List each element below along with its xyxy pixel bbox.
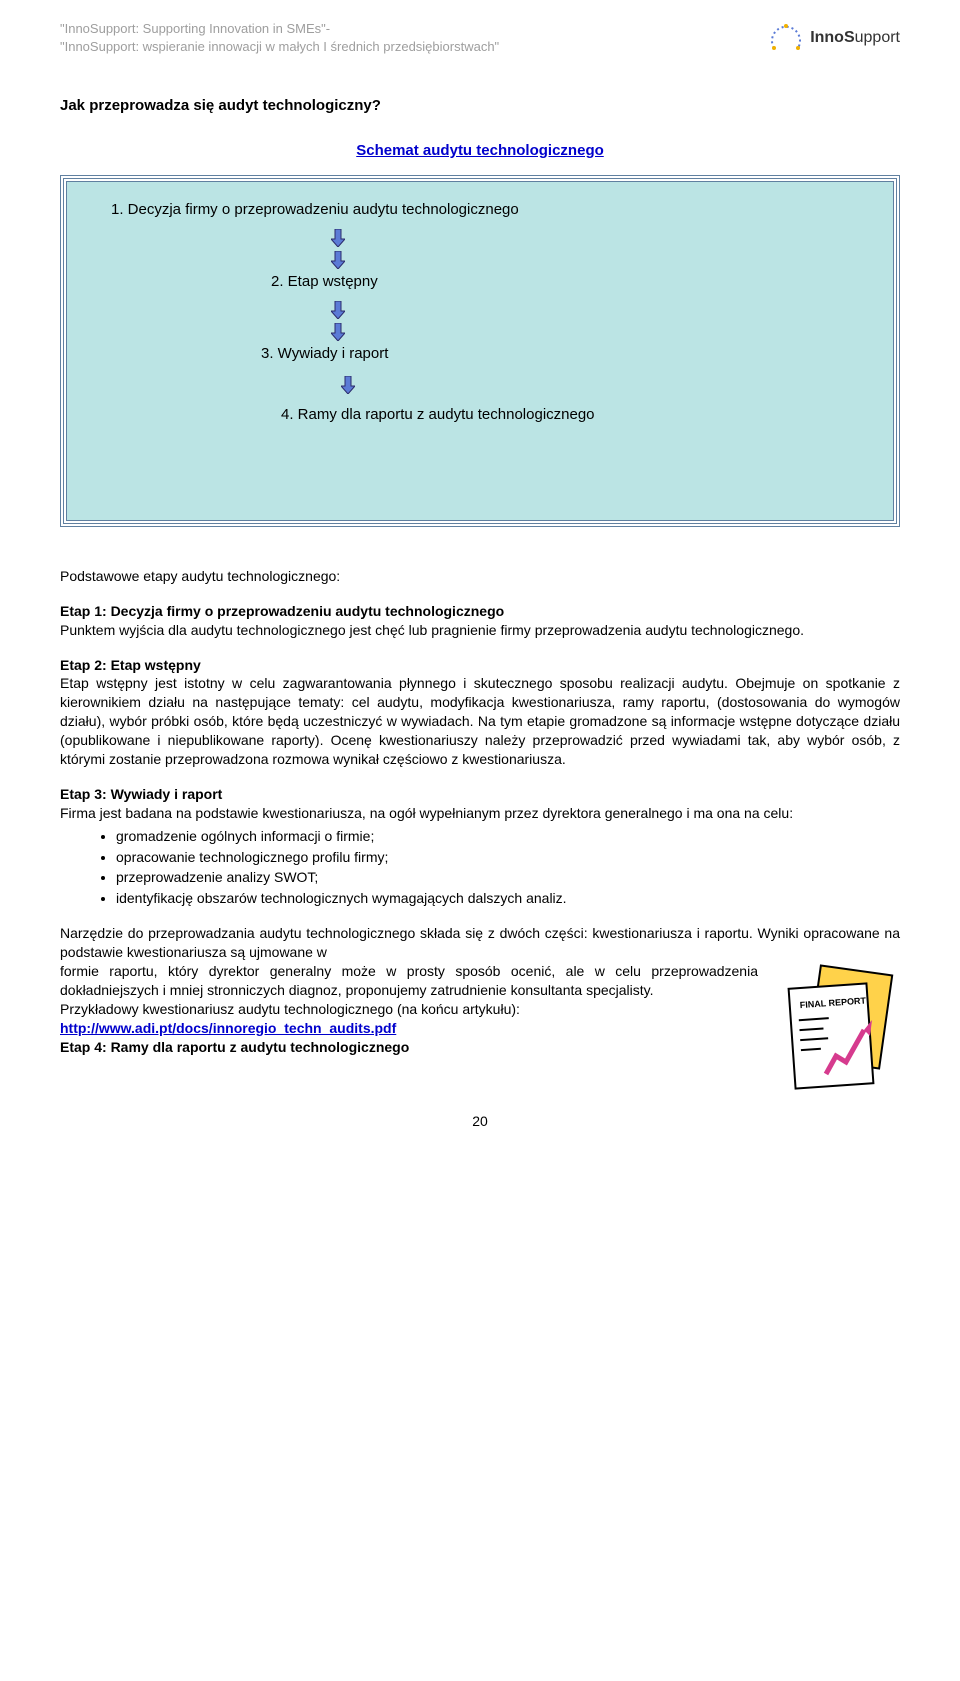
flowchart-container: 1. Decyzja firmy o przeprowadzeniu audyt… — [60, 175, 900, 527]
etap-3-lead: Firma jest badana na podstawie kwestiona… — [60, 805, 793, 821]
flowchart-step-2: 2. Etap wstępny — [271, 272, 871, 292]
etap-3-title: Etap 3: Wywiady i raport — [60, 786, 222, 802]
header-line-2: "InnoSupport: wspieranie innowacji w mał… — [60, 38, 499, 56]
report-clipart-icon: FINAL REPORT — [770, 962, 900, 1092]
list-item: identyfikację obszarów technologicznych … — [116, 889, 900, 908]
final-para-2: formie raportu, który dyrektor generalny… — [60, 963, 758, 998]
arrow-down-icon — [331, 323, 345, 341]
etap-1-title: Etap 1: Decyzja firmy o przeprowadzeniu … — [60, 603, 504, 619]
page-number: 20 — [60, 1112, 900, 1131]
flowchart-arrows-2 — [331, 298, 871, 344]
logo-icon — [766, 20, 806, 56]
etap-4-title: Etap 4: Ramy dla raportu z audytu techno… — [60, 1039, 409, 1055]
etap-3-bullets: gromadzenie ogólnych informacji o firmie… — [60, 827, 900, 909]
pdf-link[interactable]: http://www.adi.pt/docs/innoregio_techn_a… — [60, 1020, 396, 1036]
final-text: formie raportu, który dyrektor generalny… — [60, 962, 758, 1056]
flowchart-arrows-1 — [331, 226, 871, 272]
etap-2-title: Etap 2: Etap wstępny — [60, 657, 201, 673]
arrow-down-icon — [331, 251, 345, 269]
flowchart-step-3: 3. Wywiady i raport — [261, 344, 871, 364]
scheme-title: Schemat audytu technologicznego — [60, 141, 900, 161]
flowchart: 1. Decyzja firmy o przeprowadzeniu audyt… — [66, 181, 894, 521]
arrow-down-icon — [331, 229, 345, 247]
final-para-1: Narzędzie do przeprowadzania audytu tech… — [60, 924, 900, 962]
logo-text: InnoSupport — [810, 27, 900, 49]
final-para-3: Przykładowy kwestionariusz audytu techno… — [60, 1001, 520, 1017]
final-section: formie raportu, który dyrektor generalny… — [60, 962, 900, 1092]
flowchart-step-4: 4. Ramy dla raportu z audytu technologic… — [281, 405, 871, 425]
flowchart-arrows-3 — [341, 371, 871, 399]
list-item: przeprowadzenie analizy SWOT; — [116, 868, 900, 887]
etap-1-body: Punktem wyjścia dla audytu technologiczn… — [60, 622, 804, 638]
list-item: opracowanie technologicznego profilu fir… — [116, 848, 900, 867]
etap-2-body: Etap wstępny jest istotny w celu zagwara… — [60, 675, 900, 767]
etap-3: Etap 3: Wywiady i raport Firma jest bada… — [60, 785, 900, 823]
logo: InnoSupport — [766, 20, 900, 56]
etap-1: Etap 1: Decyzja firmy o przeprowadzeniu … — [60, 602, 900, 640]
page-header: "InnoSupport: Supporting Innovation in S… — [60, 20, 900, 56]
header-text: "InnoSupport: Supporting Innovation in S… — [60, 20, 499, 56]
intro-text: Podstawowe etapy audytu technologicznego… — [60, 567, 900, 586]
header-line-1: "InnoSupport: Supporting Innovation in S… — [60, 20, 499, 38]
flowchart-step-1: 1. Decyzja firmy o przeprowadzeniu audyt… — [111, 200, 871, 220]
arrow-down-icon — [331, 301, 345, 319]
page-title: Jak przeprowadza się audyt technologiczn… — [60, 96, 900, 116]
arrow-down-icon — [341, 376, 355, 394]
etap-2: Etap 2: Etap wstępny Etap wstępny jest i… — [60, 656, 900, 769]
list-item: gromadzenie ogólnych informacji o firmie… — [116, 827, 900, 846]
